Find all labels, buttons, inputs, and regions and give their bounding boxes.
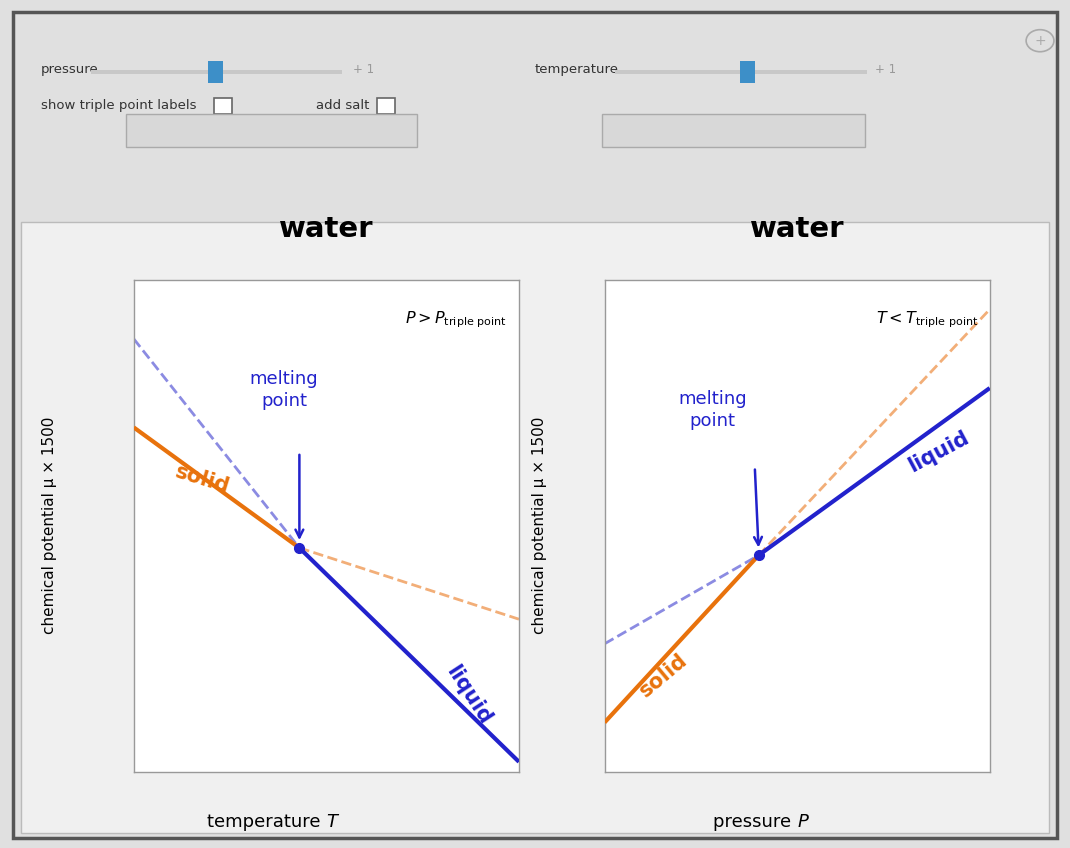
Text: solid-liquid $\mu_{\mathregular{H_2O}}$ versus pressure: solid-liquid $\mu_{\mathregular{H_2O}}$ …: [617, 122, 821, 139]
Text: + 1: + 1: [875, 63, 897, 76]
Text: melting
point: melting point: [678, 389, 747, 430]
Text: solid: solid: [172, 461, 232, 497]
Text: + 1: + 1: [353, 63, 374, 76]
Text: temperature: temperature: [535, 63, 620, 76]
Text: $T < T_{\mathrm{triple\ point}}$: $T < T_{\mathrm{triple\ point}}$: [876, 310, 978, 330]
Text: $\mathit{P}$: $\mathit{P}$: [797, 813, 810, 832]
Text: water: water: [279, 215, 373, 243]
Text: pressure: pressure: [714, 813, 797, 832]
Text: chemical potential μ × 1500: chemical potential μ × 1500: [532, 417, 547, 634]
Text: ✓: ✓: [218, 99, 228, 113]
Text: liquid: liquid: [442, 662, 494, 728]
Text: solid: solid: [636, 650, 691, 701]
Text: add salt: add salt: [316, 98, 369, 112]
Text: solid-liquid $\mu_{\mathregular{H_2O}}$ versus temperature: solid-liquid $\mu_{\mathregular{H_2O}}$ …: [141, 122, 368, 139]
Text: $\mathit{T}$: $\mathit{T}$: [326, 813, 340, 832]
Text: $P > P_{\mathrm{triple\ point}}$: $P > P_{\mathrm{triple\ point}}$: [406, 310, 507, 330]
Text: +: +: [1035, 34, 1045, 47]
Text: temperature: temperature: [208, 813, 326, 832]
Text: melting
point: melting point: [249, 370, 318, 410]
Text: show triple point labels: show triple point labels: [41, 98, 196, 112]
Text: ▾: ▾: [854, 124, 860, 137]
Text: liquid: liquid: [905, 427, 973, 477]
Text: ▾: ▾: [409, 124, 415, 137]
Text: pressure: pressure: [41, 63, 98, 76]
Text: chemical potential μ × 1500: chemical potential μ × 1500: [42, 417, 57, 634]
Text: water: water: [750, 215, 844, 243]
